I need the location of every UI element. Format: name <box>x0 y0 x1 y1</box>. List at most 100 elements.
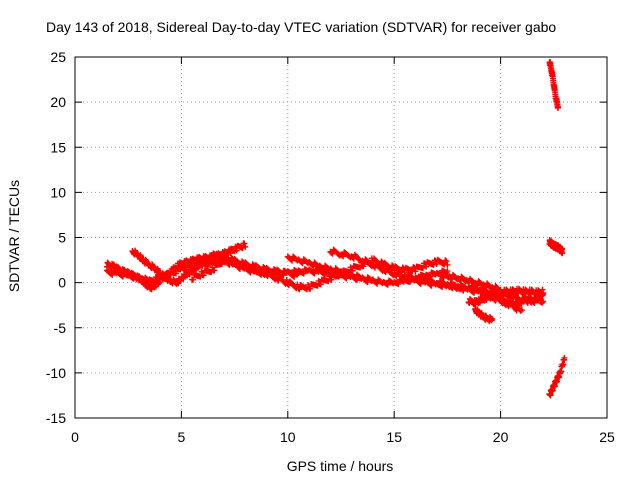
data-point <box>241 240 248 247</box>
data-point <box>384 281 391 288</box>
data-point <box>419 265 426 272</box>
y-tick-label: 20 <box>50 94 66 110</box>
data-point <box>203 258 210 265</box>
data-point <box>211 267 218 274</box>
data-point <box>296 286 303 293</box>
data-point <box>347 264 354 271</box>
y-tick-label: -15 <box>46 410 66 426</box>
data-point <box>279 271 286 278</box>
data-point <box>190 276 197 283</box>
data-point <box>108 270 115 277</box>
data-point <box>129 274 136 281</box>
data-point <box>328 249 335 256</box>
data-point <box>287 256 294 263</box>
data-point <box>330 268 337 275</box>
data-point <box>439 284 446 291</box>
data-point <box>200 272 207 279</box>
series-12 <box>472 305 496 325</box>
data-point <box>407 278 414 285</box>
data-point <box>442 257 449 264</box>
x-tick-label: 0 <box>71 429 79 445</box>
data-point <box>331 269 338 276</box>
series-2 <box>129 247 210 287</box>
data-point <box>222 259 229 266</box>
data-point <box>397 267 404 274</box>
data-point <box>423 263 430 270</box>
data-point <box>416 279 423 286</box>
data-point <box>459 286 466 293</box>
data-point <box>118 272 125 279</box>
y-tick-label: 5 <box>58 230 66 246</box>
series-11 <box>476 286 547 310</box>
series-15 <box>546 354 568 399</box>
data-point <box>471 289 477 296</box>
data-point <box>412 268 419 275</box>
x-tick-label: 20 <box>493 429 509 445</box>
x-tick-label: 15 <box>386 429 402 445</box>
data-point <box>215 254 222 261</box>
data-point <box>438 283 445 290</box>
chart-title: Day 143 of 2018, Sidereal Day-to-day VTE… <box>46 19 556 35</box>
y-tick-label: -5 <box>54 320 67 336</box>
axis-ticks: 0 5 10 15 20 25 -15 -10 -5 0 5 10 15 20 25 <box>46 49 615 445</box>
data-point <box>443 258 450 265</box>
data-point <box>198 268 205 275</box>
data-point <box>469 289 476 296</box>
data-point <box>440 260 447 267</box>
data-point <box>517 307 524 314</box>
data-point <box>295 285 302 292</box>
data-point <box>310 269 317 276</box>
data-point <box>329 250 336 257</box>
data-point <box>393 273 400 280</box>
data-point <box>373 279 380 286</box>
y-tick-label: -10 <box>46 365 66 381</box>
data-point <box>389 262 396 269</box>
series-7 <box>369 255 451 276</box>
y-tick-label: 10 <box>50 184 66 200</box>
data-point <box>460 287 467 294</box>
data-point <box>559 250 566 257</box>
data-point <box>449 285 456 292</box>
data-point <box>392 272 399 279</box>
data-point <box>233 247 240 254</box>
y-tick-label: 0 <box>58 275 66 291</box>
data-point <box>417 280 424 287</box>
data-point <box>339 252 346 259</box>
data-point <box>540 290 547 297</box>
data-point <box>300 270 307 277</box>
data-point <box>151 278 158 285</box>
data-point <box>319 265 326 272</box>
data-point <box>320 266 327 273</box>
data-point <box>295 270 302 277</box>
data-point <box>391 267 398 274</box>
y-tick-label: 25 <box>50 49 66 65</box>
data-point <box>374 280 381 287</box>
series-13 <box>546 59 562 111</box>
data-point <box>427 281 434 288</box>
data-point <box>216 255 223 262</box>
data-point <box>448 284 455 291</box>
data-point <box>259 268 266 275</box>
data-point <box>340 253 347 260</box>
data-point <box>289 257 296 264</box>
data-point <box>352 275 359 282</box>
data-point <box>395 281 402 288</box>
data-point <box>173 270 180 277</box>
data-point <box>283 277 290 284</box>
data-point <box>378 258 385 265</box>
data-point <box>280 272 287 279</box>
data-point <box>351 274 358 281</box>
data-point <box>383 281 390 288</box>
data-point <box>430 261 437 268</box>
x-tick-label: 5 <box>178 429 186 445</box>
data-point <box>109 271 116 278</box>
data-point <box>363 278 370 285</box>
series-9 <box>438 270 504 295</box>
data-point <box>258 267 265 274</box>
data-point <box>561 354 568 361</box>
data-point <box>362 277 369 284</box>
data-point <box>433 261 440 268</box>
data-point <box>489 315 496 322</box>
data-point <box>317 281 324 288</box>
